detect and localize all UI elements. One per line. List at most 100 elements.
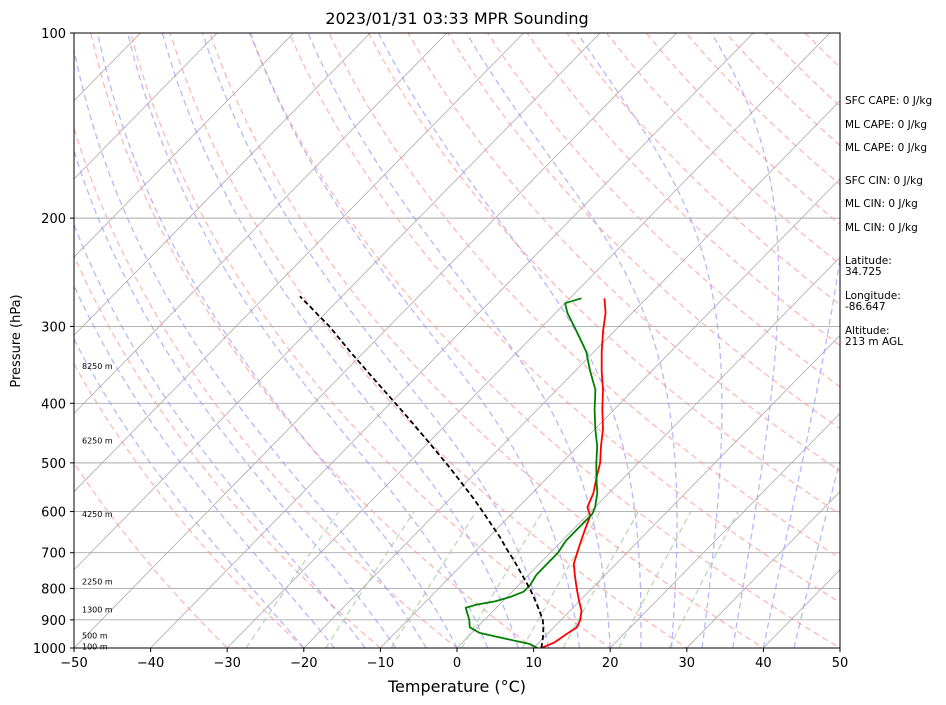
x-tick-label: 30 <box>679 656 696 671</box>
x-tick-label: −40 <box>137 656 164 671</box>
height-label: 1300 m <box>82 606 113 615</box>
data-lines <box>299 295 607 648</box>
dry-adiabat <box>74 125 459 648</box>
mixing-ratio-line <box>245 511 340 648</box>
moist-adiabat <box>465 33 678 648</box>
moist-adiabat <box>74 222 366 648</box>
x-tick-label: −10 <box>367 656 394 671</box>
y-tick-label: 400 <box>41 397 66 412</box>
x-tick-label: 10 <box>525 656 542 671</box>
y-tick-label: 700 <box>41 547 66 562</box>
isotherm-line <box>74 33 678 648</box>
dry-adiabat <box>74 254 382 648</box>
moist-adiabat <box>762 253 840 648</box>
moist-adiabat <box>161 33 519 648</box>
moist-adiabat <box>576 33 723 648</box>
parcel-line <box>299 295 545 648</box>
isotherm-line <box>74 33 218 180</box>
annotation-sfc-cin: SFC CIN: 0 J/kg <box>845 175 923 187</box>
dry-adiabat <box>209 33 765 648</box>
height-labels: 100 m 500 m 1300 m 2250 m 4250 m 6250 m 8250 m <box>82 362 113 652</box>
y-tick-label: 300 <box>41 320 66 335</box>
x-tick-label: −20 <box>290 656 317 671</box>
height-label: 500 m <box>82 632 108 641</box>
annotation-lon-label: Longitude: <box>845 290 901 302</box>
height-label: 100 m <box>82 643 108 652</box>
annotation-lon-value: -86.647 <box>845 301 886 313</box>
annotation-alt-value: 213 m AGL <box>845 336 903 348</box>
y-tick-label: 100 <box>41 27 66 42</box>
isotherm-line <box>74 33 371 336</box>
dry-adiabat <box>248 33 840 648</box>
isotherm-line <box>74 33 525 493</box>
chart-title: 2023/01/31 03:33 MPR Sounding <box>325 9 588 28</box>
y-axis-label: Pressure (hPa) <box>9 294 24 387</box>
dry-adiabat <box>487 33 840 388</box>
isotherm-line <box>609 412 840 648</box>
annotation-ml-cin-2: ML CIN: 0 J/kg <box>845 222 918 234</box>
annotation-lat-value: 34.725 <box>845 266 882 278</box>
moist-adiabat <box>127 33 489 648</box>
mixing-ratio-line <box>668 511 739 648</box>
mixing-ratio-line <box>390 511 477 648</box>
isotherm-line <box>686 491 840 648</box>
annotation-alt-label: Altitude: <box>845 325 890 337</box>
annotation-sfc-cape: SFC CAPE: 0 J/kg <box>845 95 932 107</box>
y-tick-label: 500 <box>41 457 66 472</box>
moist-adiabat <box>96 33 458 648</box>
isotherm-line <box>379 178 840 648</box>
x-tick-label: −50 <box>60 656 87 671</box>
dry-adiabat <box>169 33 688 648</box>
height-label: 4250 m <box>82 510 113 519</box>
dry-adiabat <box>90 33 535 648</box>
annotation-ml-cin: ML CIN: 0 J/kg <box>845 198 918 210</box>
moist-adiabat <box>793 458 840 648</box>
moist-adiabat <box>74 148 397 648</box>
y-tick-label: 800 <box>41 582 66 597</box>
x-tick-label: 20 <box>602 656 619 671</box>
dewpoint-line <box>464 297 599 648</box>
x-tick-label: 0 <box>453 656 461 671</box>
x-axis-ticks: −50 −40 −30 −20 −10 0 10 20 30 40 50 <box>60 648 848 671</box>
plot-frame <box>73 32 841 649</box>
moist-adiabat <box>74 46 427 648</box>
moist-adiabat <box>249 33 581 648</box>
y-axis-ticks: 1000 900 800 700 600 500 400 300 200 100 <box>33 27 74 657</box>
y-tick-label: 200 <box>41 212 66 227</box>
isotherm-line <box>0 19 1 661</box>
y-tick-label: 1000 <box>33 642 66 657</box>
height-label: 8250 m <box>82 362 113 371</box>
isotherm-line <box>226 33 831 648</box>
mixing-ratio-line <box>521 511 601 648</box>
background-lines <box>0 19 840 661</box>
dry-adiabat <box>288 33 840 604</box>
mixing-ratio-line <box>618 511 692 648</box>
dry-adiabat <box>526 33 840 347</box>
annotation-ml-cape-2: ML CAPE: 0 J/kg <box>845 142 927 154</box>
dry-adiabat <box>74 362 305 648</box>
height-label: 2250 m <box>82 578 113 587</box>
mixing-ratio-line <box>325 511 415 648</box>
dry-adiabat <box>74 461 229 648</box>
annotation-lat-label: Latitude: <box>845 255 892 267</box>
mixing-ratio-line <box>461 511 544 648</box>
moist-adiabat <box>378 33 642 648</box>
isotherm-line <box>74 33 601 571</box>
isotherm-line <box>456 256 840 648</box>
y-tick-label: 900 <box>41 614 66 629</box>
x-tick-label: 50 <box>832 656 849 671</box>
moist-adiabat <box>710 33 780 648</box>
dry-adiabat <box>447 33 840 430</box>
temperature-line <box>540 298 607 648</box>
dry-adiabat <box>129 33 612 648</box>
isotherm-line <box>303 100 840 648</box>
sounding-annotations: SFC CAPE: 0 J/kg ML CAPE: 0 J/kg ML CAPE: … <box>845 95 932 348</box>
height-label: 6250 m <box>82 437 113 446</box>
x-tick-label: 40 <box>755 656 772 671</box>
isotherm-line <box>149 33 754 648</box>
moist-adiabat <box>307 33 611 648</box>
x-tick-label: −30 <box>213 656 240 671</box>
x-axis-label: Temperature (°C) <box>387 677 526 696</box>
y-tick-label: 600 <box>41 506 66 521</box>
